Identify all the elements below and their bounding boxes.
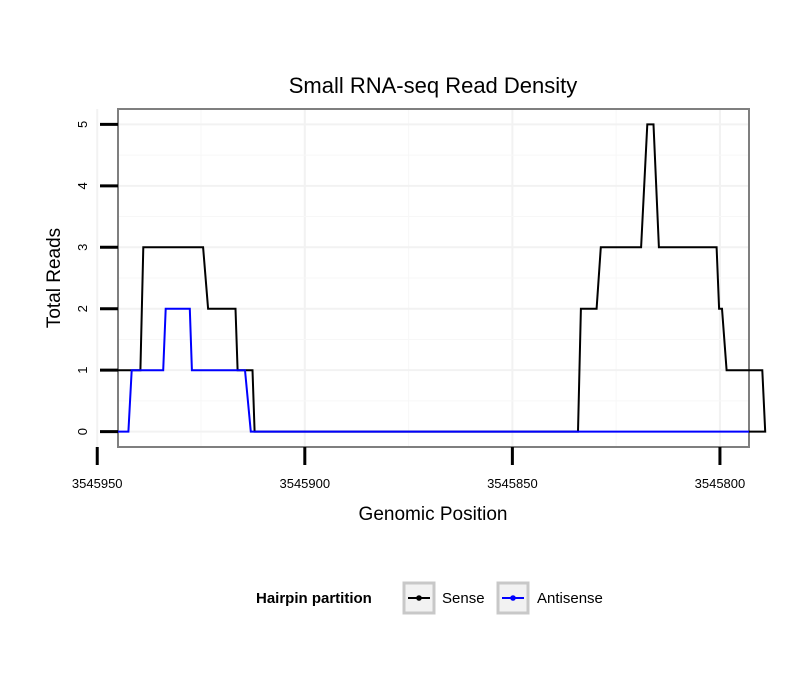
x-tick-label: 3545950 bbox=[72, 476, 123, 491]
x-tick-label: 3545850 bbox=[487, 476, 538, 491]
y-tick-label: 0 bbox=[75, 428, 90, 435]
chart-title: Small RNA-seq Read Density bbox=[289, 73, 578, 98]
legend-title: Hairpin partition bbox=[256, 590, 372, 607]
legend-key-sense bbox=[402, 581, 436, 615]
x-tick-label: 3545800 bbox=[695, 476, 746, 491]
y-tick-label: 1 bbox=[75, 367, 90, 374]
axes: 3545950 3545900 3545850 3545800 0 1 2 3 4 5 bbox=[72, 121, 745, 491]
series-lines bbox=[118, 123, 767, 433]
legend-dot-antisense bbox=[510, 595, 516, 601]
legend-label-sense: Sense bbox=[442, 590, 485, 607]
legend-label-antisense: Antisense bbox=[537, 590, 603, 607]
y-axis-title: Total Reads bbox=[44, 228, 65, 328]
y-tick-label: 4 bbox=[75, 182, 90, 189]
x-axis-title: Genomic Position bbox=[359, 504, 508, 525]
plot-panel bbox=[117, 108, 750, 448]
series-line-sense bbox=[118, 123, 767, 433]
y-tick-label: 2 bbox=[75, 305, 90, 312]
series-line-antisense bbox=[118, 307, 749, 433]
legend: Hairpin partition Sense Antisense bbox=[256, 581, 603, 615]
x-tick-label: 3545900 bbox=[279, 476, 330, 491]
legend-dot-sense bbox=[416, 595, 422, 601]
y-tick-label: 3 bbox=[75, 244, 90, 251]
y-tick-label: 5 bbox=[75, 121, 90, 128]
grid bbox=[96, 109, 749, 447]
